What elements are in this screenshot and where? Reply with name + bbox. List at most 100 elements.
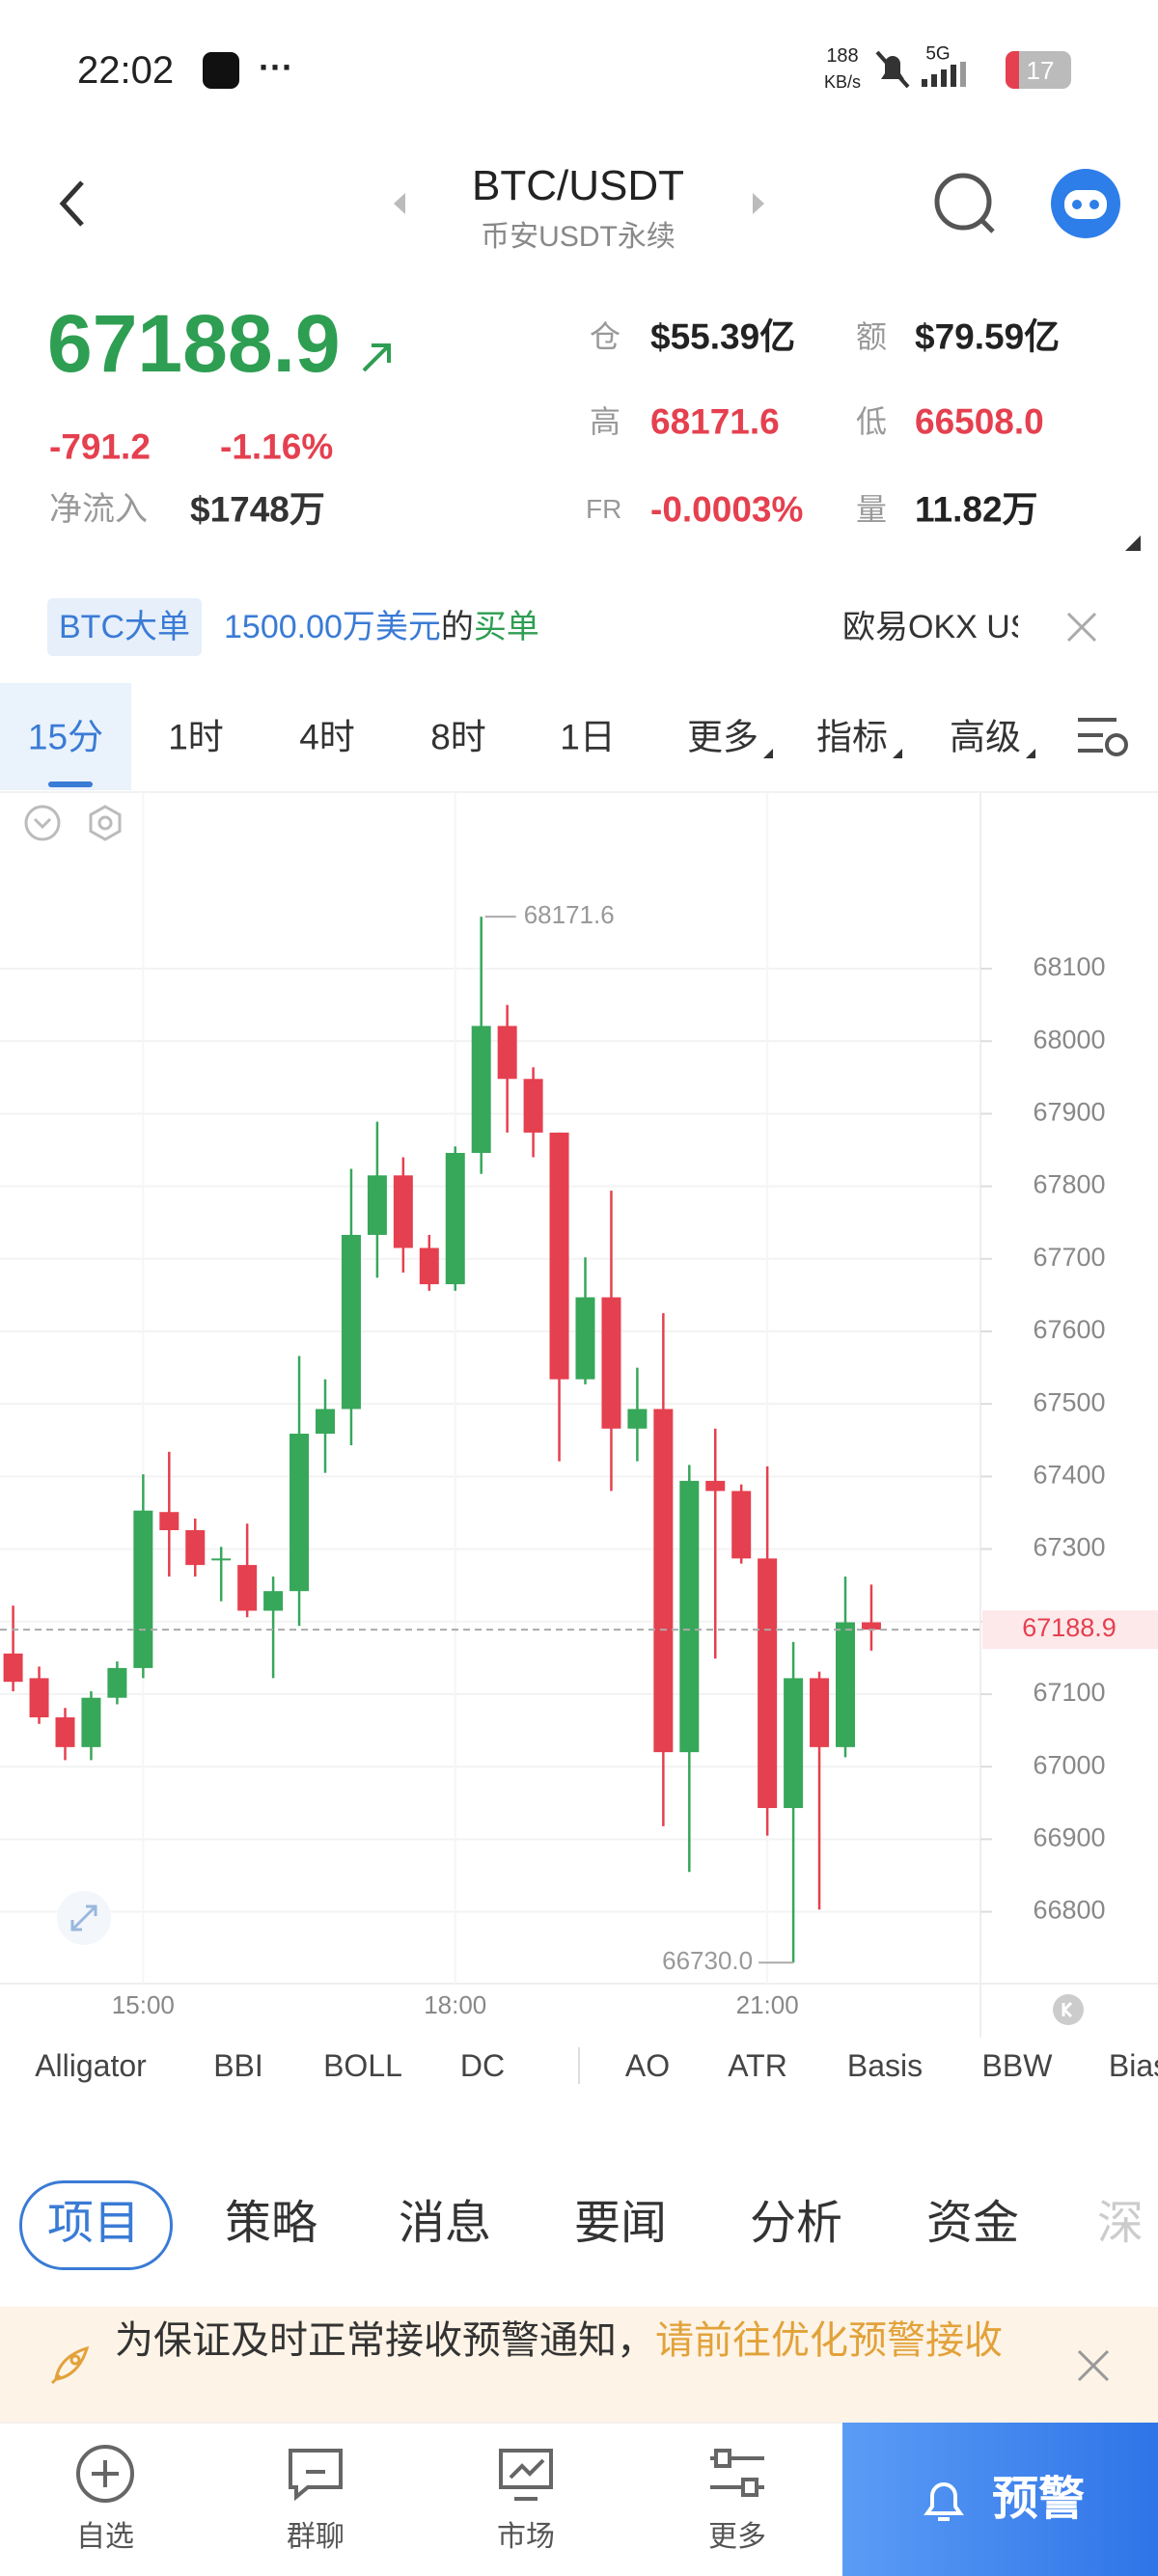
back-button[interactable] bbox=[53, 178, 92, 229]
x-tick-label: 15:00 bbox=[112, 1990, 175, 2019]
rocket-icon bbox=[50, 2345, 90, 2385]
expand-corner[interactable] bbox=[1125, 535, 1141, 551]
indicator-chip[interactable]: Bias bbox=[1108, 2048, 1158, 2083]
notice-link[interactable]: 请前往优化预警接收 bbox=[655, 2319, 1003, 2362]
signal-icon bbox=[922, 62, 966, 87]
net-speed: 188 bbox=[826, 45, 859, 67]
indicator-chip[interactable]: DC bbox=[459, 2048, 506, 2083]
close-notice[interactable] bbox=[1076, 2348, 1111, 2383]
nav-item[interactable]: 更多 bbox=[708, 2521, 766, 2553]
section-tab[interactable]: 策略 bbox=[224, 2198, 318, 2249]
stat-value: -0.0003% bbox=[650, 489, 804, 530]
stat-label: 额 bbox=[856, 319, 888, 354]
candle-body bbox=[523, 1079, 543, 1133]
candle-body bbox=[758, 1558, 778, 1809]
x-tick-label: 18:00 bbox=[424, 1990, 486, 2019]
nav-item[interactable]: 自选 bbox=[76, 2521, 134, 2553]
stat-value: 66508.0 bbox=[915, 401, 1044, 442]
candle-body bbox=[445, 1152, 465, 1285]
candle-body bbox=[316, 1409, 335, 1434]
section-tab[interactable]: 资金 bbox=[925, 2198, 1020, 2249]
indicator-chip[interactable]: BOLL bbox=[323, 2048, 402, 2083]
y-tick-label: 66800 bbox=[1033, 1896, 1105, 1925]
candle-body bbox=[471, 1026, 491, 1153]
indicator-chip[interactable]: AO bbox=[624, 2048, 671, 2083]
ticker-exchange: 欧易OKX US bbox=[842, 611, 1018, 644]
section-tab[interactable]: 深 bbox=[1096, 2198, 1144, 2249]
y-tick-label: 67000 bbox=[1033, 1750, 1105, 1779]
ticker-amount: 1500.00万美元 bbox=[224, 609, 441, 645]
y-tick-label: 67700 bbox=[1033, 1243, 1105, 1272]
timeframe-tab[interactable]: 更多 bbox=[687, 717, 758, 757]
y-tick-label: 67500 bbox=[1033, 1387, 1105, 1416]
y-tick-label: 67300 bbox=[1033, 1533, 1105, 1562]
scroll-latest[interactable] bbox=[1052, 1993, 1085, 2026]
y-tick-label: 67800 bbox=[1033, 1170, 1105, 1199]
ticker-joiner: 的 bbox=[440, 609, 474, 645]
indicator-chip[interactable]: BBI bbox=[213, 2048, 263, 2083]
indicator-chip[interactable]: ATR bbox=[728, 2048, 787, 2083]
nav-icon bbox=[710, 2449, 764, 2497]
up-arrow bbox=[362, 343, 391, 372]
alert-label[interactable]: 预警 bbox=[992, 2474, 1086, 2525]
timeframe-tab[interactable]: 1日 bbox=[560, 717, 616, 757]
nav-item[interactable]: 市场 bbox=[497, 2521, 555, 2553]
candle-body bbox=[3, 1653, 23, 1683]
candle-body bbox=[55, 1717, 75, 1747]
nav-bar bbox=[0, 2423, 842, 2576]
indicator-chip[interactable]: Basis bbox=[846, 2048, 924, 2083]
stat-value: 68171.6 bbox=[650, 401, 780, 442]
candle-body bbox=[419, 1247, 439, 1285]
search-button[interactable] bbox=[931, 170, 999, 237]
indicator-bar: Alligator BBI BOLL DC AO ATR Basis BBW Bias bbox=[0, 2036, 1158, 2096]
stat-label: 量 bbox=[856, 492, 888, 527]
candle-body bbox=[107, 1667, 127, 1698]
fullscreen-button[interactable] bbox=[55, 1889, 113, 1947]
separator bbox=[578, 2047, 580, 2084]
timeframe-tab[interactable]: 高级 bbox=[950, 717, 1021, 757]
close-ticker[interactable] bbox=[1065, 611, 1098, 644]
timeframe-tab[interactable]: 指标 bbox=[816, 717, 888, 757]
next-pair[interactable] bbox=[749, 191, 768, 216]
candle-body bbox=[159, 1512, 179, 1531]
timeframe-tab[interactable]: 15分 bbox=[27, 717, 104, 757]
indicator-chip[interactable]: BBW bbox=[981, 2048, 1053, 2083]
y-tick-label: 67100 bbox=[1033, 1678, 1105, 1707]
timeframe-tab[interactable]: 8时 bbox=[430, 717, 486, 757]
market-name: 币安USDT永续 bbox=[481, 221, 676, 253]
section-tab[interactable]: 要闻 bbox=[573, 2198, 668, 2249]
candle-body bbox=[81, 1697, 101, 1747]
assistant-avatar[interactable] bbox=[1051, 169, 1120, 238]
ticker-tag: BTC大单 bbox=[59, 609, 190, 645]
prev-pair[interactable] bbox=[390, 191, 409, 216]
candle-body bbox=[784, 1678, 804, 1809]
alert-button[interactable] bbox=[842, 2423, 1158, 2576]
settings-icon[interactable] bbox=[86, 804, 124, 842]
nav-item[interactable]: 群聊 bbox=[287, 2521, 345, 2553]
y-tick-label: 68100 bbox=[1033, 952, 1105, 981]
section-tab[interactable]: 消息 bbox=[398, 2198, 492, 2249]
dropdown-mark bbox=[763, 749, 773, 758]
tag-bg bbox=[47, 598, 202, 656]
section-tab[interactable]: 项目 bbox=[46, 2198, 141, 2249]
dropdown-mark bbox=[1026, 749, 1035, 758]
tf-underline bbox=[48, 781, 93, 787]
collapse-icon[interactable] bbox=[23, 804, 62, 842]
timeframe-tab[interactable]: 1时 bbox=[168, 717, 224, 757]
section-tab[interactable]: 分析 bbox=[749, 2198, 843, 2249]
candle-body bbox=[393, 1175, 413, 1248]
y-tick-label: 67600 bbox=[1033, 1315, 1105, 1344]
tab-selected bbox=[19, 2180, 173, 2270]
indicator-chip[interactable]: Alligator bbox=[35, 2048, 147, 2083]
chart-settings[interactable] bbox=[1076, 714, 1130, 760]
candle-body bbox=[263, 1591, 284, 1611]
nav-icon bbox=[289, 2449, 343, 2502]
candle-body bbox=[237, 1565, 258, 1611]
candle-body bbox=[601, 1297, 621, 1429]
candle-body bbox=[367, 1175, 387, 1235]
pair-title: BTC/USDT bbox=[472, 162, 684, 209]
candle-body bbox=[836, 1622, 855, 1747]
mute-icon bbox=[875, 50, 910, 89]
timeframe-tab[interactable]: 4时 bbox=[299, 717, 355, 757]
